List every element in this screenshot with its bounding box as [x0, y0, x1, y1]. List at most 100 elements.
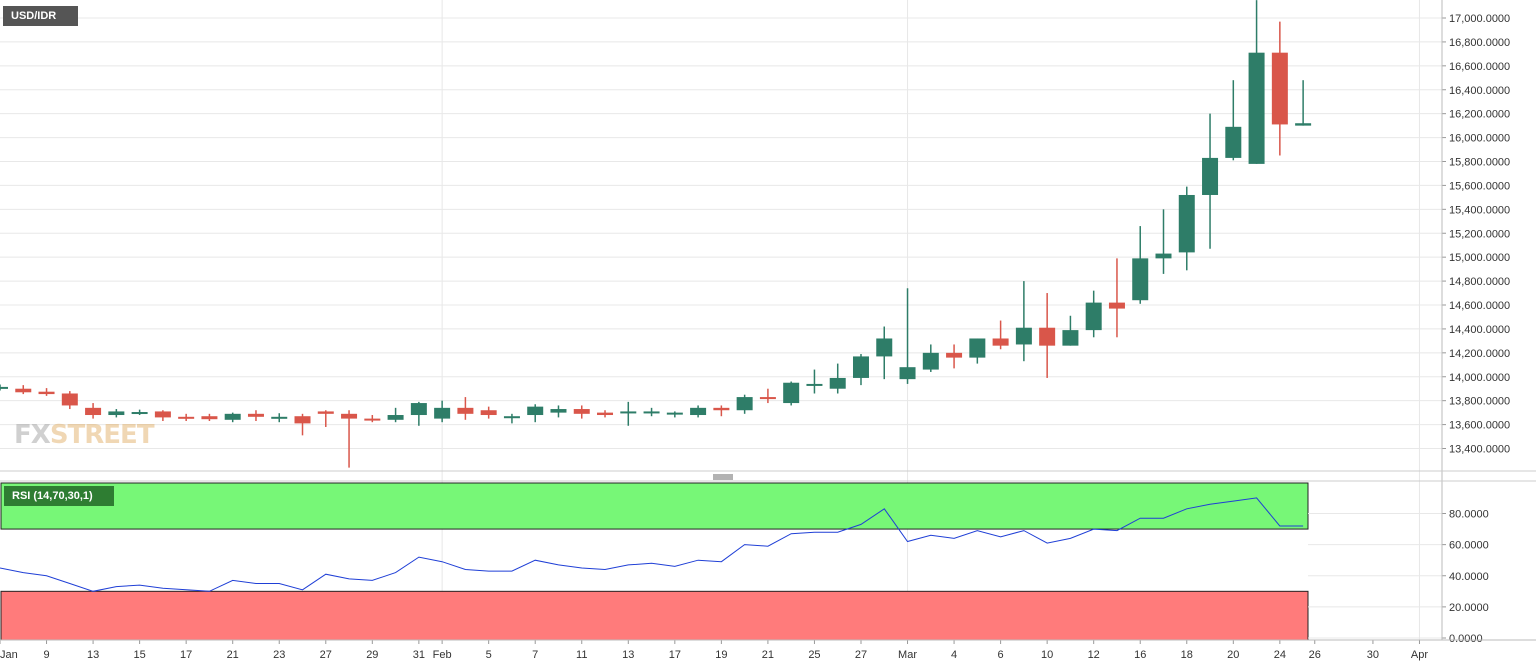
date-tick-label: 18	[1181, 649, 1193, 661]
date-tick-label: 17	[180, 649, 192, 661]
candle[interactable]	[852, 354, 869, 386]
candle[interactable]	[434, 400, 451, 423]
candle[interactable]	[85, 403, 102, 419]
date-tick-label: 16	[1134, 649, 1146, 661]
candle[interactable]	[1132, 226, 1149, 304]
candle[interactable]	[992, 320, 1009, 350]
candle[interactable]	[1155, 209, 1172, 274]
fxstreet-watermark-logo: FXSTREET	[14, 420, 155, 450]
date-tick-label: 13	[622, 649, 634, 661]
candle[interactable]	[573, 405, 590, 419]
candle[interactable]	[899, 288, 916, 384]
candle-body	[666, 412, 683, 415]
candle[interactable]	[0, 384, 8, 391]
rsi-zones	[0, 482, 1309, 641]
candle[interactable]	[178, 413, 195, 421]
candle-body	[876, 338, 893, 357]
candle-body	[480, 410, 497, 416]
price-tick-label: 15,400.0000	[1449, 204, 1510, 216]
candle-body	[783, 382, 800, 404]
candle[interactable]	[247, 410, 264, 421]
price-tick-label: 13,600.0000	[1449, 420, 1510, 432]
date-tick-label: 15	[133, 649, 145, 661]
candle[interactable]	[759, 388, 776, 404]
candle[interactable]	[550, 405, 567, 418]
candle[interactable]	[387, 407, 404, 423]
price-tick-label: 16,600.0000	[1449, 61, 1510, 73]
candle[interactable]	[131, 409, 148, 416]
candle-body	[341, 413, 358, 419]
date-axis: Jan 9 13 15 17 21 23 27 29 31 Feb 5 7 11 13 17 19 21 25 27 M…	[0, 640, 1428, 661]
candle[interactable]	[1225, 80, 1242, 161]
candle[interactable]	[713, 405, 730, 417]
candle[interactable]	[341, 410, 358, 468]
candle[interactable]	[154, 410, 171, 421]
candle-body	[899, 367, 916, 380]
candle[interactable]	[597, 410, 614, 418]
price-tick-label: 16,000.0000	[1449, 133, 1510, 145]
candle[interactable]	[922, 344, 939, 372]
candle[interactable]	[271, 413, 288, 423]
candle[interactable]	[620, 401, 637, 426]
date-tick-label: 11	[576, 649, 587, 661]
candle[interactable]	[410, 401, 427, 426]
candle-body	[15, 388, 32, 393]
price-tick-label: 14,200.0000	[1449, 348, 1510, 360]
candle[interactable]	[736, 394, 753, 414]
candle[interactable]	[527, 404, 544, 423]
candle-body	[271, 416, 288, 419]
candle[interactable]	[690, 405, 707, 418]
candle-body	[1295, 123, 1312, 126]
candle[interactable]	[317, 410, 334, 427]
date-tick-label: 31	[413, 649, 425, 661]
candle-body	[620, 411, 637, 414]
candle[interactable]	[829, 363, 846, 394]
candle[interactable]	[61, 391, 78, 410]
candle[interactable]	[1178, 186, 1195, 271]
candle-body	[61, 393, 78, 406]
price-tick-label: 16,200.0000	[1449, 109, 1510, 121]
candle[interactable]	[38, 388, 55, 396]
candle[interactable]	[1108, 258, 1125, 338]
candle[interactable]	[1085, 290, 1102, 338]
candle[interactable]	[666, 411, 683, 418]
candle[interactable]	[480, 406, 497, 419]
candle[interactable]	[201, 413, 218, 421]
candle-body	[154, 411, 171, 418]
candle[interactable]	[294, 413, 311, 436]
candle[interactable]	[969, 338, 986, 364]
rsi-line[interactable]	[0, 497, 1304, 592]
candle[interactable]	[643, 407, 660, 417]
price-candles[interactable]	[0, 0, 1312, 468]
panel-resize-handle[interactable]	[712, 474, 734, 480]
candle[interactable]	[1248, 0, 1265, 164]
candle[interactable]	[108, 409, 125, 418]
candle[interactable]	[15, 385, 32, 395]
candle[interactable]	[503, 413, 520, 424]
price-grid	[0, 0, 1442, 640]
candle-body	[1178, 194, 1195, 253]
candle[interactable]	[1295, 80, 1312, 126]
candle-body	[597, 412, 614, 416]
date-tick-label: 21	[227, 649, 239, 661]
candle[interactable]	[946, 344, 963, 369]
date-tick-label: 26	[1309, 649, 1321, 661]
date-tick-label: Apr	[1411, 649, 1428, 661]
candle[interactable]	[876, 326, 893, 380]
candle[interactable]	[1015, 281, 1032, 362]
candle[interactable]	[783, 381, 800, 406]
candle[interactable]	[224, 412, 241, 423]
candle-body	[38, 391, 55, 395]
candle-body	[1225, 126, 1242, 158]
candle[interactable]	[806, 369, 823, 394]
candle[interactable]	[457, 397, 474, 420]
rsi-tick-label: 40.0000	[1449, 571, 1489, 583]
rsi-tick-label: 80.0000	[1449, 509, 1489, 521]
candle[interactable]	[1062, 315, 1079, 346]
candle[interactable]	[364, 415, 381, 423]
rsi-indicator-label: RSI (14,70,30,1)	[4, 486, 114, 506]
candle[interactable]	[1202, 113, 1219, 249]
candle[interactable]	[1039, 293, 1056, 378]
candle[interactable]	[1271, 21, 1288, 156]
